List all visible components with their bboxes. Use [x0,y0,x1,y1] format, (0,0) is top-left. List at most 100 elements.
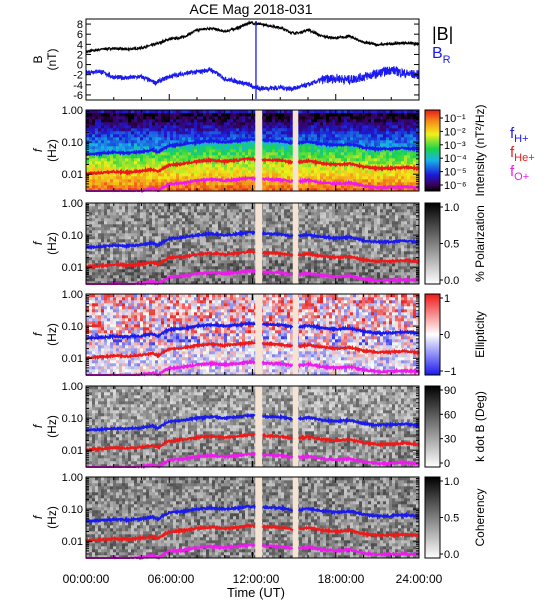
spectrogram-cell [299,185,303,189]
spectrogram-cell [224,116,228,120]
spectrogram-cell [110,257,114,261]
spectrogram-cell [224,275,228,279]
spectrogram-cell [227,182,231,186]
spectrogram-cell [179,206,183,210]
spectrogram-cell [383,143,387,147]
spectrogram-cell [131,221,135,225]
spectrogram-cell [398,164,402,168]
spectrogram-cell [215,125,219,129]
spectrogram-cell [137,116,141,120]
spectrogram-cell [149,161,153,165]
spectrogram-cell [284,143,288,147]
spectrogram-cell [212,116,216,120]
spectrogram-cell [317,137,321,141]
spectrogram-cell [332,146,336,150]
spectrogram-cell [230,239,234,243]
spectrogram-cell [164,125,168,129]
spectrogram-cell [245,275,249,279]
spectrogram-cell [416,128,420,132]
spectrogram-cell [299,125,303,129]
spectrogram-cell [134,230,138,234]
spectrogram-cell [335,149,339,153]
spectrogram-cell [413,125,417,129]
spectrogram-cell [167,221,171,225]
spectrogram-cell [182,281,186,285]
spectrogram-cell [140,215,144,219]
spectrogram-cell [143,239,147,243]
spectrogram-cell [233,167,237,171]
spectrogram-cell [167,278,171,282]
spectrogram-cell [350,152,354,156]
spectrogram-cell [179,263,183,267]
spectrogram-cell [182,239,186,243]
spectrogram-cell [188,257,192,261]
spectrogram-cell [212,137,216,141]
spectrogram-cell [209,248,213,252]
spectrogram-cell [236,224,240,228]
spectrogram-cell [137,140,141,144]
spectrogram-cell [122,230,126,234]
spectrogram-cell [191,185,195,189]
spectrogram-cell [128,128,132,132]
spectrogram-cell [161,143,165,147]
spectrogram-cell [194,149,198,153]
spectrogram-cell [212,134,216,138]
spectrogram-cell [176,158,180,162]
spectrogram-cell [344,149,348,153]
spectrogram-cell [104,143,108,147]
spectrogram-cell [116,137,120,141]
spectrogram-cell [116,248,120,252]
spectrogram-cell [377,137,381,141]
spectrogram-cell [209,224,213,228]
spectrogram-cell [164,206,168,210]
spectrogram-cell [227,164,231,168]
spectrogram-cell [197,155,201,159]
spectrogram-cell [242,149,246,153]
spectrogram-cell [236,131,240,135]
spectrogram-cell [122,248,126,252]
spectrogram-cell [218,230,222,234]
spectrogram-cell [308,155,312,159]
spectrogram-cell [263,281,267,285]
spectrogram-cell [251,122,255,126]
spectrogram-cell [86,146,90,150]
spectrogram-cell [149,173,153,177]
spectrogram-cell [215,119,219,123]
spectrogram-cell [284,248,288,252]
spectrogram-cell [104,269,108,273]
spectrogram-cell [272,128,276,132]
spectrogram-cell [182,185,186,189]
spectrogram-cell [122,128,126,132]
spectrogram-cell [263,236,267,240]
spectrogram-cell [206,131,210,135]
spectrogram-cell [176,233,180,237]
spectrogram-cell [269,242,273,246]
spectrogram-cell [110,242,114,246]
spectrogram-cell [194,158,198,162]
spectrogram-cell [179,152,183,156]
spectrogram-cell [344,119,348,123]
spectrogram-cell [413,116,417,120]
spectrogram-cell [191,212,195,216]
spectrogram-cell [308,131,312,135]
spectrogram-cell [104,206,108,210]
spectrogram-cell [323,131,327,135]
spectrogram-cell [98,155,102,159]
spectrogram-cell [170,242,174,246]
spectrogram-cell [227,218,231,222]
spectrogram-cell [146,224,150,228]
spectrogram-cell [116,119,120,123]
spectrogram-cell [236,167,240,171]
spectrogram-cell [89,227,93,231]
spectrogram-cell [224,245,228,249]
spectrogram-cell [218,260,222,264]
spectrogram-cell [191,203,195,207]
spectrogram-cell [272,248,276,252]
spectrogram-cell [155,254,159,258]
spectrogram-cell [137,131,141,135]
spectrogram-cell [149,257,153,261]
spectrogram-cell [113,137,117,141]
spectrogram-cell [230,167,234,171]
spectrogram-cell [395,131,399,135]
spectrogram-cell [263,128,267,132]
